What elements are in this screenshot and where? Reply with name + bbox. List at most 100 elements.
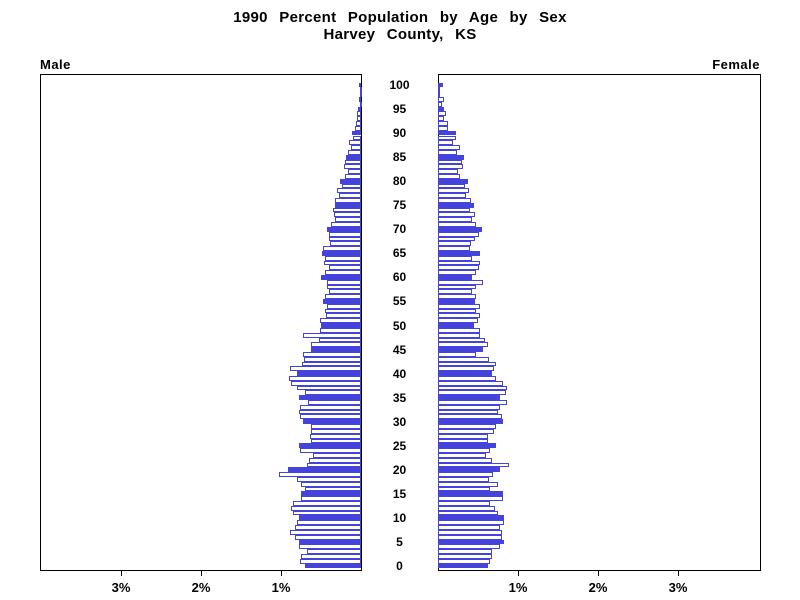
bar-male-age-88	[349, 140, 361, 146]
bar-female-age-100	[438, 82, 443, 88]
percent-tick-2%	[201, 570, 202, 576]
bar-male-age-35	[299, 395, 361, 401]
bar-male-age-93	[357, 116, 361, 122]
bar-female-age-16	[438, 486, 490, 492]
bar-female-age-29	[438, 424, 496, 429]
bar-male-age-94	[357, 111, 361, 117]
bar-female-age-88	[438, 140, 454, 146]
female-panel-right-border	[760, 74, 761, 571]
bar-male-age-83	[344, 164, 361, 170]
percent-tick-3%	[678, 570, 679, 576]
bar-female-age-23	[438, 452, 486, 458]
bar-male-age-79	[341, 183, 361, 189]
bar-female-age-40	[438, 371, 492, 376]
bar-female-age-15	[438, 491, 503, 497]
bar-female-age-45	[438, 347, 483, 352]
bar-female-age-35	[438, 395, 501, 401]
bar-male-age-65	[321, 250, 361, 256]
bar-male-age-3	[307, 549, 361, 554]
bar-female-age-49	[438, 327, 480, 333]
chart-title: 1990 Percent Population by Age by Sex	[233, 9, 567, 26]
age-tick-label-80: 80	[392, 174, 407, 189]
bar-male-age-5	[299, 539, 361, 545]
bar-female-age-72	[438, 217, 473, 223]
bar-female-age-71	[438, 222, 477, 227]
bar-male-age-28	[310, 428, 361, 434]
bar-female-age-21	[438, 462, 510, 468]
bar-male-age-55	[322, 299, 361, 304]
bar-male-age-30	[303, 419, 361, 425]
bar-male-age-95	[357, 106, 361, 112]
bar-female-age-76	[438, 198, 471, 203]
bar-female-age-32	[438, 409, 498, 415]
bar-female-age-47	[438, 337, 486, 343]
bar-female-age-94	[438, 111, 446, 117]
bar-male-age-75	[335, 202, 361, 208]
bar-male-age-89	[353, 135, 361, 141]
percent-tick-1%	[281, 570, 282, 576]
bar-female-age-65	[438, 250, 480, 256]
bar-female-age-46	[438, 342, 489, 348]
bar-male-age-41	[289, 366, 361, 372]
bar-female-age-70	[438, 226, 482, 232]
bar-female-age-80	[438, 178, 468, 184]
bar-male-age-56	[325, 294, 361, 300]
bar-male-age-54	[326, 303, 361, 309]
bar-male-age-42	[301, 361, 361, 367]
bar-male-age-67	[329, 241, 361, 247]
bar-male-age-58	[326, 284, 361, 290]
male-panel-label: Male	[40, 57, 71, 72]
bar-female-age-31	[438, 414, 502, 420]
bar-female-age-20	[438, 467, 500, 473]
bar-female-age-18	[438, 477, 490, 482]
bar-female-age-66	[438, 246, 470, 251]
percent-tick-1%	[518, 570, 519, 576]
percent-tick-2%	[598, 570, 599, 576]
bar-male-age-45	[310, 347, 361, 352]
bar-male-age-13	[293, 501, 361, 506]
bar-female-age-74	[438, 207, 470, 213]
bar-female-age-9	[438, 520, 505, 526]
bar-male-age-92	[356, 121, 361, 126]
bar-female-age-36	[438, 390, 506, 396]
bar-male-age-87	[351, 145, 361, 150]
bar-male-age-23	[313, 452, 361, 458]
male-panel-left-border	[40, 74, 41, 571]
bar-female-age-56	[438, 294, 477, 300]
bar-male-age-71	[331, 222, 361, 227]
bar-female-age-83	[438, 164, 463, 170]
bar-female-age-90	[438, 130, 456, 136]
bar-female-age-14	[438, 496, 503, 502]
age-tick-label-40: 40	[392, 366, 407, 381]
bar-female-age-81	[438, 173, 461, 179]
bar-female-age-86	[438, 149, 458, 155]
bar-male-age-14	[301, 496, 361, 502]
bar-male-age-50	[321, 323, 361, 328]
bar-female-age-34	[438, 400, 507, 405]
bar-male-age-29	[310, 424, 361, 429]
bar-female-age-64	[438, 255, 472, 261]
bar-male-age-61	[325, 270, 361, 275]
bar-female-age-10	[438, 515, 505, 521]
bar-female-age-11	[438, 510, 498, 516]
bar-male-age-52	[325, 313, 361, 319]
bar-male-age-15	[301, 491, 361, 497]
bar-female-age-69	[438, 231, 479, 237]
percent-tick-label-1%: 1%	[271, 580, 291, 595]
age-tick-label-25: 25	[392, 438, 407, 453]
bar-female-age-39	[438, 376, 497, 381]
bar-female-age-92	[438, 121, 448, 126]
bar-female-age-73	[438, 212, 475, 218]
bar-male-age-77	[339, 193, 361, 199]
bar-male-age-37	[297, 385, 361, 391]
bar-male-age-99	[359, 87, 362, 93]
percent-tick-label-3%: 3%	[668, 580, 688, 595]
age-tick-label-30: 30	[392, 414, 407, 429]
bar-male-age-24	[300, 448, 361, 453]
bar-male-age-60	[321, 274, 361, 280]
bar-male-age-90	[352, 130, 361, 136]
bar-female-age-95	[438, 106, 444, 112]
bar-female-age-50	[438, 323, 474, 328]
bar-female-age-53	[438, 308, 477, 314]
bar-male-age-4	[299, 544, 361, 550]
